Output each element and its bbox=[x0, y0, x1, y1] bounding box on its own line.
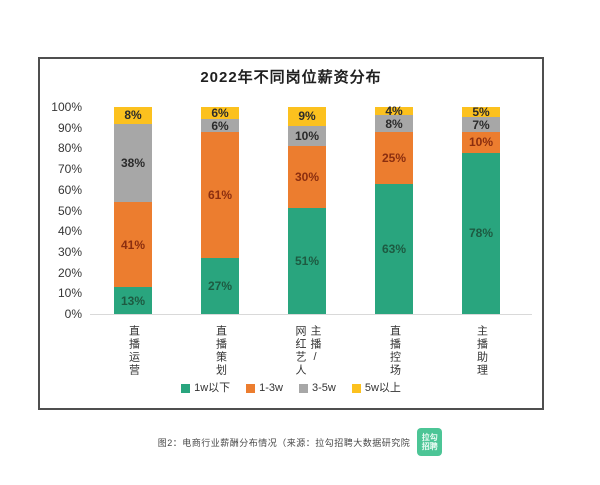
bar-segment: 38% bbox=[114, 123, 152, 203]
segment-value-label: 41% bbox=[120, 237, 146, 252]
segment-value-label: 61% bbox=[207, 187, 233, 202]
bar-segment: 8% bbox=[375, 115, 413, 132]
segment-value-label: 25% bbox=[381, 150, 407, 165]
bar-segment: 6% bbox=[201, 118, 239, 133]
x-axis-labels: 直播运营 直播策划 网红艺人 主播/直播控场 主播助理 bbox=[90, 325, 532, 387]
bar-segment: 13% bbox=[114, 287, 152, 314]
bar-segment: 9% bbox=[288, 107, 326, 126]
bar-2: 27% 61% 6% 6% bbox=[201, 107, 239, 314]
y-axis-tick: 60% bbox=[57, 182, 82, 197]
x-axis-label: 网红艺人 主播/ bbox=[283, 325, 331, 377]
bar-segment: 41% bbox=[114, 202, 152, 288]
y-axis-tick: 50% bbox=[57, 203, 82, 218]
bar-segment: 30% bbox=[288, 146, 326, 209]
bar-segment: 78% bbox=[462, 152, 500, 314]
chart-legend: 1w以下 1-3w 3-5w 5w以上 bbox=[40, 383, 542, 394]
legend-swatch bbox=[299, 384, 308, 393]
y-axis-tick: 10% bbox=[57, 286, 82, 301]
y-axis-tick: 40% bbox=[57, 224, 82, 239]
bar-3: 51% 30% 10% 9% bbox=[288, 107, 326, 314]
lagou-logo: 拉勾 招聘 bbox=[417, 428, 443, 456]
x-axis-label-column: 直播运营 bbox=[127, 325, 140, 377]
bar-segment: 27% bbox=[201, 258, 239, 314]
segment-value-label: 78% bbox=[468, 226, 494, 241]
x-axis-label-column: 网红艺人 bbox=[294, 325, 306, 377]
segment-value-label: 51% bbox=[294, 254, 320, 269]
figure-caption: 图2：电商行业薪酬分布情况（来源：拉勾招聘大数据研究院 bbox=[157, 437, 411, 448]
segment-value-label: 38% bbox=[120, 155, 146, 170]
bar-segment: 63% bbox=[375, 183, 413, 314]
legend-item: 1-3w bbox=[246, 383, 283, 394]
segment-value-label: 8% bbox=[124, 108, 142, 123]
lagou-logo-line2: 招聘 bbox=[421, 442, 438, 451]
bar-segment: 51% bbox=[288, 208, 326, 314]
bar-segment: 4% bbox=[375, 104, 413, 119]
legend-item: 5w以上 bbox=[351, 382, 401, 394]
segment-value-label: 8% bbox=[385, 116, 403, 131]
segment-value-label: 5% bbox=[472, 105, 490, 120]
bar-segment: 25% bbox=[375, 131, 413, 184]
x-axis-label-column: 直播策划 bbox=[214, 325, 227, 377]
segment-value-label: 6% bbox=[211, 118, 229, 133]
bar-segment: 5% bbox=[462, 105, 500, 120]
segment-value-label: 13% bbox=[120, 293, 146, 308]
x-axis-label: 直播控场 bbox=[370, 325, 418, 377]
x-axis-label: 直播策划 bbox=[196, 325, 244, 377]
bar-segment: 10% bbox=[288, 125, 326, 147]
legend-label: 1w以下 bbox=[194, 382, 231, 394]
bar-segment: 7% bbox=[462, 117, 500, 132]
bar-5: 78% 10% 7% 5% bbox=[462, 105, 500, 314]
bar-segment: 8% bbox=[114, 107, 152, 124]
y-axis-tick: 100% bbox=[51, 100, 82, 114]
legend-label: 5w以上 bbox=[364, 382, 401, 394]
bar-4: 63% 25% 8% 4% bbox=[375, 104, 413, 314]
segment-value-label: 27% bbox=[207, 279, 233, 294]
segment-value-label: 10% bbox=[468, 135, 494, 150]
segment-value-label: 7% bbox=[472, 117, 490, 132]
plot-area: 0% 10% 20% 30% 40% 50% 60% 70% 80% 90% 100% 13% 41% 3… bbox=[51, 100, 532, 321]
bar-segment: 10% bbox=[462, 131, 500, 153]
y-axis-tick: 90% bbox=[57, 120, 82, 135]
segment-value-label: 30% bbox=[294, 170, 320, 185]
legend-swatch bbox=[181, 384, 191, 393]
y-axis-tick: 30% bbox=[57, 244, 82, 259]
bar-segment: 6% bbox=[201, 106, 239, 121]
chart-frame: 2022年不同岗位薪资分布 0% 10% 20% 30% 40% 50% 60% 70% 80%… bbox=[38, 57, 544, 410]
segment-value-label: 4% bbox=[385, 104, 403, 119]
legend-swatch bbox=[351, 384, 361, 393]
x-axis-label: 主播助理 bbox=[457, 325, 505, 377]
segment-value-label: 6% bbox=[211, 106, 229, 121]
legend-item: 1w以下 bbox=[181, 383, 230, 394]
y-axis-tick: 0% bbox=[64, 307, 82, 321]
segment-value-label: 10% bbox=[294, 129, 320, 143]
segment-value-label: 63% bbox=[381, 241, 407, 256]
y-axis-tick: 70% bbox=[57, 162, 82, 177]
bar-segment: 61% bbox=[201, 131, 239, 259]
chart-title: 2022年不同岗位薪资分布 bbox=[200, 69, 382, 86]
bar-1: 13% 41% 38% 8% bbox=[114, 107, 152, 314]
lagou-logo-line1: 拉勾 bbox=[421, 433, 438, 442]
figure-caption-row: 图2：电商行业薪酬分布情况（来源：拉勾招聘大数据研究院 拉勾 招聘 bbox=[0, 427, 600, 457]
y-axis-tick: 20% bbox=[57, 265, 82, 280]
x-axis-label-column: 主播/ bbox=[309, 325, 321, 365]
x-axis-label: 直播运营 bbox=[109, 325, 157, 377]
x-axis-label-column: 主播助理 bbox=[475, 325, 488, 377]
x-axis-label-column: 直播控场 bbox=[388, 325, 401, 377]
y-axis-tick: 80% bbox=[57, 141, 82, 156]
legend-swatch bbox=[246, 384, 256, 393]
segment-value-label: 9% bbox=[298, 109, 316, 124]
legend-label: 1-3w bbox=[259, 382, 283, 394]
legend-item: 3-5w bbox=[299, 383, 336, 394]
legend-label: 3-5w bbox=[312, 382, 336, 394]
